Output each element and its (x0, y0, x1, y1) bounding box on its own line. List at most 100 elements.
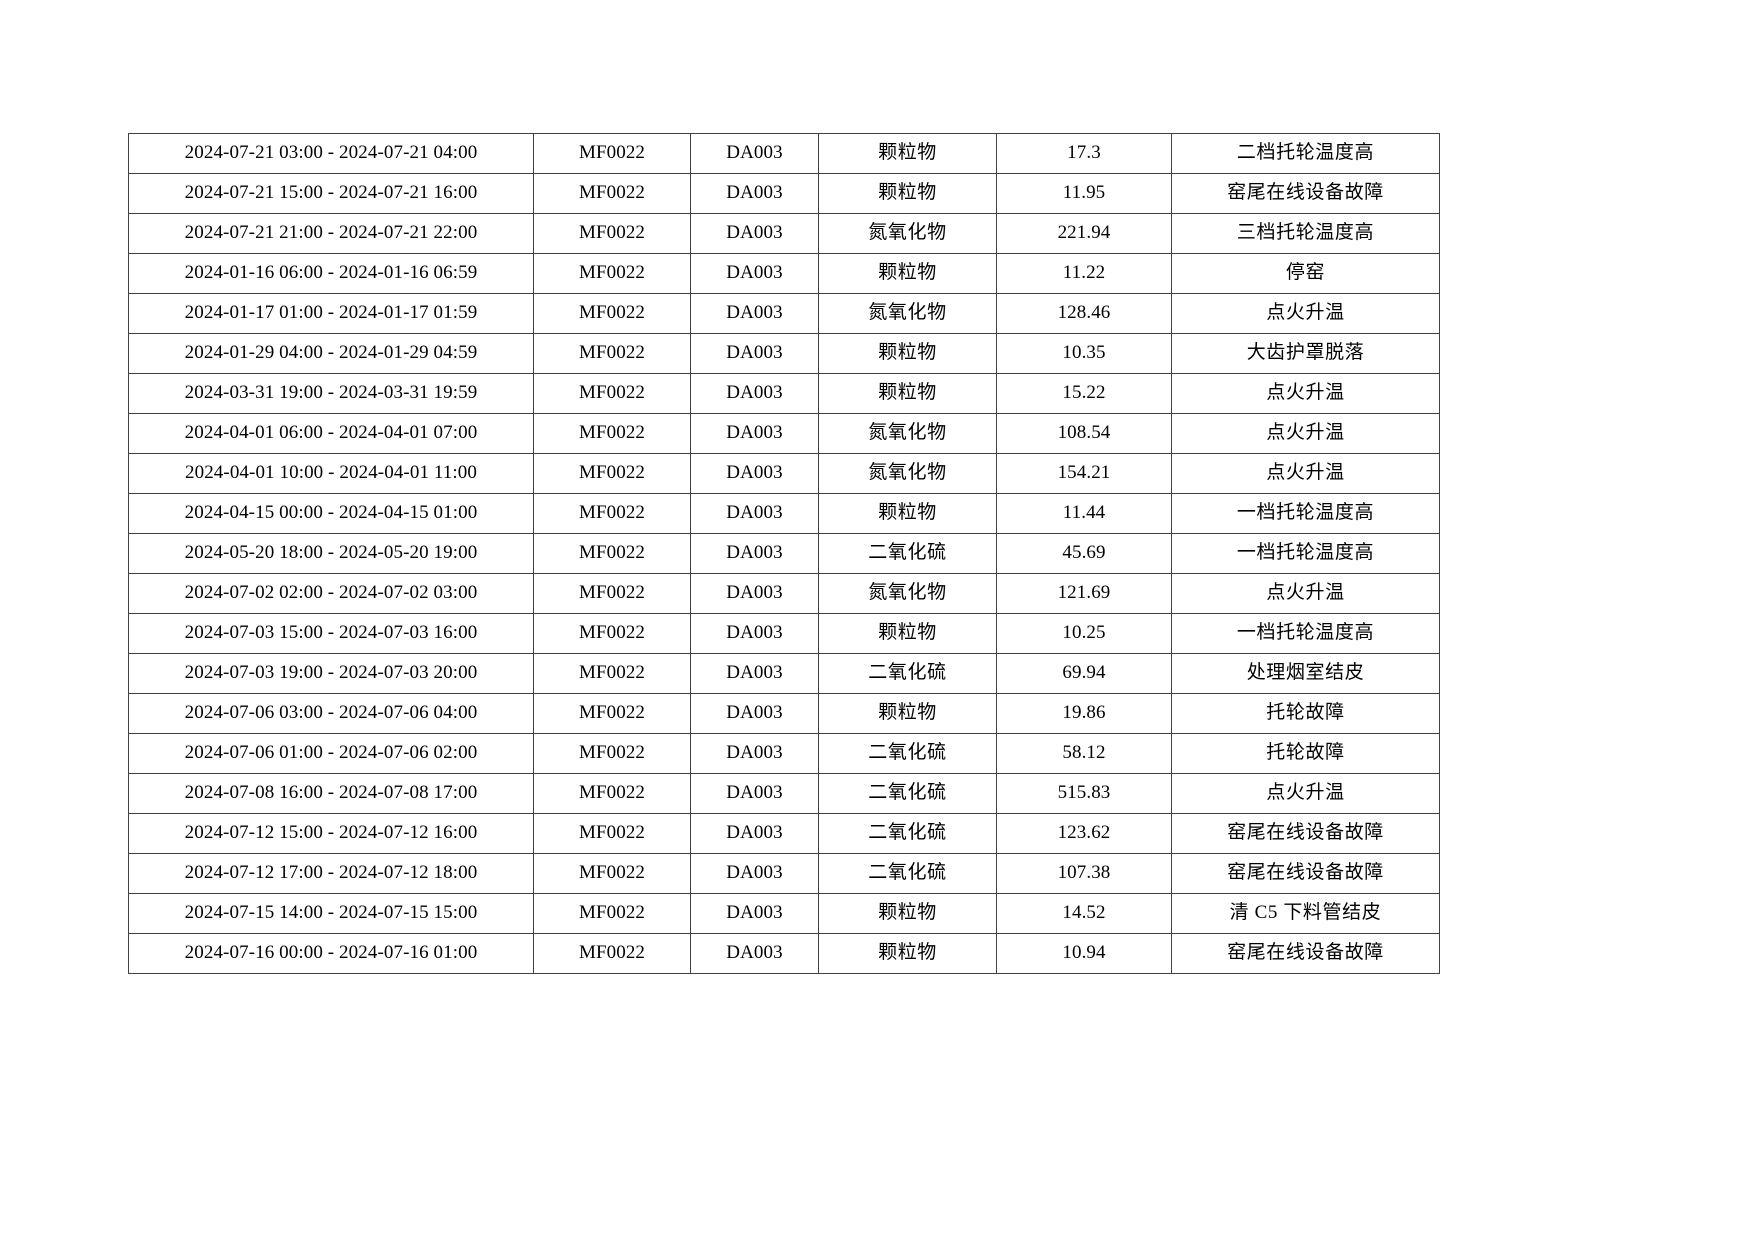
cell-facility-code: MF0022 (533, 493, 691, 534)
cell-pollutant-name: 氮氧化物 (818, 413, 997, 454)
cell-measured-value: 121.69 (996, 573, 1172, 614)
cell-facility-code: MF0022 (533, 613, 691, 654)
cell-facility-code: MF0022 (533, 533, 691, 574)
cell-pollutant-name: 氮氧化物 (818, 213, 997, 254)
cell-facility-code: MF0022 (533, 413, 691, 454)
table-row: 2024-04-01 06:00 - 2024-04-01 07:00 MF002… (128, 413, 1440, 454)
cell-facility-code: MF0022 (533, 293, 691, 334)
cell-outlet-code: DA003 (690, 653, 819, 694)
table-row: 2024-07-16 00:00 - 2024-07-16 01:00 MF002… (128, 933, 1440, 974)
cell-reason-text: 点火升温 (1171, 453, 1440, 494)
cell-pollutant-name: 二氧化硫 (818, 773, 997, 814)
cell-reason-text: 窑尾在线设备故障 (1171, 933, 1440, 974)
cell-measured-value: 11.44 (996, 493, 1172, 534)
cell-reason-text: 点火升温 (1171, 413, 1440, 454)
cell-outlet-code: DA003 (690, 253, 819, 294)
cell-measured-value: 108.54 (996, 413, 1172, 454)
cell-reason-text: 一档托轮温度高 (1171, 493, 1440, 534)
cell-measured-value: 45.69 (996, 533, 1172, 574)
table-row: 2024-07-06 01:00 - 2024-07-06 02:00 MF002… (128, 733, 1440, 774)
cell-outlet-code: DA003 (690, 773, 819, 814)
cell-reason-text: 大齿护罩脱落 (1171, 333, 1440, 374)
cell-measured-value: 58.12 (996, 733, 1172, 774)
cell-time-period: 2024-07-12 17:00 - 2024-07-12 18:00 (128, 853, 534, 894)
cell-time-period: 2024-01-16 06:00 - 2024-01-16 06:59 (128, 253, 534, 294)
cell-facility-code: MF0022 (533, 933, 691, 974)
table-row: 2024-07-15 14:00 - 2024-07-15 15:00 MF002… (128, 893, 1440, 934)
cell-time-period: 2024-07-16 00:00 - 2024-07-16 01:00 (128, 933, 534, 974)
cell-time-period: 2024-07-03 19:00 - 2024-07-03 20:00 (128, 653, 534, 694)
table-container: 2024-07-21 03:00 - 2024-07-21 04:00 MF002… (128, 133, 1440, 974)
table-row: 2024-07-02 02:00 - 2024-07-02 03:00 MF002… (128, 573, 1440, 614)
cell-reason-text: 托轮故障 (1171, 733, 1440, 774)
table-body: 2024-07-21 03:00 - 2024-07-21 04:00 MF002… (128, 133, 1440, 974)
cell-pollutant-name: 氮氧化物 (818, 573, 997, 614)
cell-measured-value: 515.83 (996, 773, 1172, 814)
cell-outlet-code: DA003 (690, 613, 819, 654)
cell-facility-code: MF0022 (533, 213, 691, 254)
table-row: 2024-01-17 01:00 - 2024-01-17 01:59 MF002… (128, 293, 1440, 334)
table-row: 2024-07-03 15:00 - 2024-07-03 16:00 MF002… (128, 613, 1440, 654)
emissions-exception-table: 2024-07-21 03:00 - 2024-07-21 04:00 MF002… (128, 133, 1440, 974)
cell-pollutant-name: 二氧化硫 (818, 853, 997, 894)
cell-reason-text: 点火升温 (1171, 373, 1440, 414)
table-row: 2024-07-08 16:00 - 2024-07-08 17:00 MF002… (128, 773, 1440, 814)
cell-facility-code: MF0022 (533, 733, 691, 774)
table-row: 2024-07-21 03:00 - 2024-07-21 04:00 MF002… (128, 133, 1440, 174)
cell-reason-text: 一档托轮温度高 (1171, 533, 1440, 574)
cell-pollutant-name: 颗粒物 (818, 133, 997, 174)
cell-time-period: 2024-04-01 10:00 - 2024-04-01 11:00 (128, 453, 534, 494)
cell-time-period: 2024-05-20 18:00 - 2024-05-20 19:00 (128, 533, 534, 574)
table-row: 2024-01-29 04:00 - 2024-01-29 04:59 MF002… (128, 333, 1440, 374)
cell-measured-value: 19.86 (996, 693, 1172, 734)
cell-outlet-code: DA003 (690, 133, 819, 174)
cell-reason-text: 托轮故障 (1171, 693, 1440, 734)
cell-pollutant-name: 颗粒物 (818, 173, 997, 214)
cell-pollutant-name: 二氧化硫 (818, 733, 997, 774)
cell-facility-code: MF0022 (533, 773, 691, 814)
cell-measured-value: 14.52 (996, 893, 1172, 934)
cell-time-period: 2024-01-29 04:00 - 2024-01-29 04:59 (128, 333, 534, 374)
cell-measured-value: 17.3 (996, 133, 1172, 174)
cell-pollutant-name: 二氧化硫 (818, 653, 997, 694)
cell-outlet-code: DA003 (690, 933, 819, 974)
cell-outlet-code: DA003 (690, 533, 819, 574)
table-row: 2024-07-12 17:00 - 2024-07-12 18:00 MF002… (128, 853, 1440, 894)
cell-measured-value: 10.94 (996, 933, 1172, 974)
table-row: 2024-07-12 15:00 - 2024-07-12 16:00 MF002… (128, 813, 1440, 854)
cell-measured-value: 128.46 (996, 293, 1172, 334)
cell-pollutant-name: 二氧化硫 (818, 813, 997, 854)
cell-pollutant-name: 颗粒物 (818, 613, 997, 654)
cell-facility-code: MF0022 (533, 173, 691, 214)
cell-time-period: 2024-03-31 19:00 - 2024-03-31 19:59 (128, 373, 534, 414)
table-row: 2024-04-01 10:00 - 2024-04-01 11:00 MF002… (128, 453, 1440, 494)
cell-time-period: 2024-07-12 15:00 - 2024-07-12 16:00 (128, 813, 534, 854)
cell-outlet-code: DA003 (690, 173, 819, 214)
cell-reason-text: 一档托轮温度高 (1171, 613, 1440, 654)
cell-time-period: 2024-07-08 16:00 - 2024-07-08 17:00 (128, 773, 534, 814)
cell-measured-value: 10.35 (996, 333, 1172, 374)
cell-facility-code: MF0022 (533, 573, 691, 614)
cell-measured-value: 10.25 (996, 613, 1172, 654)
cell-outlet-code: DA003 (690, 893, 819, 934)
cell-facility-code: MF0022 (533, 853, 691, 894)
cell-measured-value: 11.95 (996, 173, 1172, 214)
cell-pollutant-name: 颗粒物 (818, 253, 997, 294)
cell-measured-value: 69.94 (996, 653, 1172, 694)
cell-pollutant-name: 颗粒物 (818, 333, 997, 374)
cell-time-period: 2024-01-17 01:00 - 2024-01-17 01:59 (128, 293, 534, 334)
cell-pollutant-name: 氮氧化物 (818, 453, 997, 494)
cell-time-period: 2024-07-02 02:00 - 2024-07-02 03:00 (128, 573, 534, 614)
cell-facility-code: MF0022 (533, 253, 691, 294)
table-row: 2024-07-03 19:00 - 2024-07-03 20:00 MF002… (128, 653, 1440, 694)
cell-pollutant-name: 颗粒物 (818, 893, 997, 934)
cell-time-period: 2024-07-15 14:00 - 2024-07-15 15:00 (128, 893, 534, 934)
cell-pollutant-name: 氮氧化物 (818, 293, 997, 334)
cell-time-period: 2024-07-21 15:00 - 2024-07-21 16:00 (128, 173, 534, 214)
cell-pollutant-name: 颗粒物 (818, 693, 997, 734)
cell-facility-code: MF0022 (533, 693, 691, 734)
cell-time-period: 2024-07-21 21:00 - 2024-07-21 22:00 (128, 213, 534, 254)
cell-reason-text: 窑尾在线设备故障 (1171, 813, 1440, 854)
cell-pollutant-name: 颗粒物 (818, 373, 997, 414)
